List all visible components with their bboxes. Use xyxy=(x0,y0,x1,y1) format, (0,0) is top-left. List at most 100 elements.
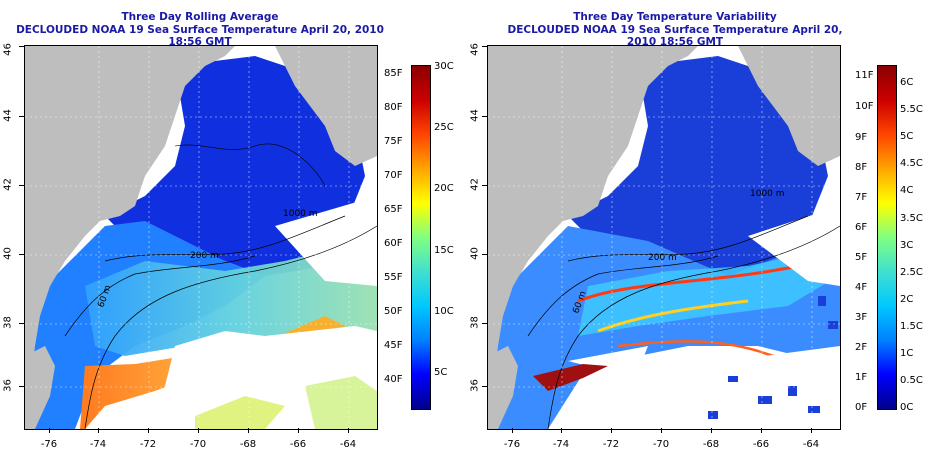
colorbar-c-label: 25C xyxy=(434,122,454,133)
lon-label: -70 xyxy=(189,439,207,450)
lat-tick xyxy=(19,46,24,47)
colorbar-c-label: 0.5C xyxy=(900,375,923,386)
lat-label: 38 xyxy=(469,316,481,329)
lon-label: -76 xyxy=(503,439,521,450)
lat-label: 40 xyxy=(469,247,481,260)
lat-tick xyxy=(19,185,24,186)
colorbar-f-label: 45F xyxy=(384,340,403,351)
colorbar-c-label: 3.5C xyxy=(900,213,923,224)
lon-tick xyxy=(98,428,99,433)
colorbar-c-label: 20C xyxy=(434,183,454,194)
isobath-200m xyxy=(567,215,809,262)
lat-tick xyxy=(482,254,487,255)
lon-tick xyxy=(661,428,662,433)
lat-tick xyxy=(482,323,487,324)
colorbar-c-label: 3C xyxy=(900,240,914,251)
lon-tick xyxy=(611,428,612,433)
lat-tick xyxy=(482,386,487,387)
lon-label: -66 xyxy=(289,439,307,450)
colorbar-c-label: 5C xyxy=(434,367,448,378)
lat-tick xyxy=(19,116,24,117)
right-map-panel: Three Day Temperature Variability DECLOU… xyxy=(470,0,950,475)
lon-tick xyxy=(148,428,149,433)
variability-hotspot xyxy=(533,364,608,391)
lon-label: -74 xyxy=(89,439,107,450)
colorbar-f-label: 80F xyxy=(384,102,403,113)
colorbar-f-label: 8F xyxy=(855,162,868,173)
lon-tick xyxy=(49,428,50,433)
colorbar-c-label: 2.5C xyxy=(900,267,923,278)
lat-label: 44 xyxy=(469,109,481,122)
lat-tick xyxy=(482,185,487,186)
colorbar-c-label: 6C xyxy=(900,77,914,88)
lon-tick xyxy=(348,428,349,433)
colorbar-c-label: 10C xyxy=(434,306,454,317)
colorbar-c-label: 1.5C xyxy=(900,321,923,332)
temperature-colorbar xyxy=(411,65,431,410)
land-mass xyxy=(25,46,235,429)
colorbar-f-label: 4F xyxy=(855,282,868,293)
isobath-label-1000m: 1000 m xyxy=(283,209,318,219)
lon-tick xyxy=(512,428,513,433)
lat-label: 46 xyxy=(469,43,481,56)
lon-label: -72 xyxy=(602,439,620,450)
colorbar-f-label: 70F xyxy=(384,170,403,181)
lon-tick xyxy=(811,428,812,433)
sst-variability-map: 1000 m 200 m 60 m xyxy=(487,45,841,430)
lat-tick xyxy=(19,386,24,387)
isobath-label-1000m: 1000 m xyxy=(750,189,785,199)
lat-label: 38 xyxy=(2,316,14,329)
lat-tick xyxy=(482,46,487,47)
isobath-1000m xyxy=(84,225,377,429)
lon-label: -64 xyxy=(802,439,820,450)
colorbar-c-label: 5C xyxy=(900,131,914,142)
variability-low-region xyxy=(568,56,828,276)
colorbar-f-label: 7F xyxy=(855,192,868,203)
left-map-panel: Three Day Rolling Average DECLOUDED NOAA… xyxy=(2,11,454,450)
isobath-60m xyxy=(527,255,719,337)
sst-average-map: 1000 m 200 m 60 m xyxy=(24,45,378,430)
lon-tick xyxy=(248,428,249,433)
colorbar-c-label: 4C xyxy=(900,185,914,196)
lat-label: 36 xyxy=(2,379,14,392)
lon-tick xyxy=(198,428,199,433)
colorbar-f-label: 60F xyxy=(384,238,403,249)
colorbar-f-label: 9F xyxy=(855,132,868,143)
lon-label: -66 xyxy=(752,439,770,450)
colorbar-c-label: 15C xyxy=(434,245,454,256)
lat-label: 40 xyxy=(2,247,14,260)
colorbar-f-label: 10F xyxy=(855,101,874,112)
colorbar-f-label: 85F xyxy=(384,68,403,79)
lat-label: 42 xyxy=(2,178,14,191)
isobath-200m xyxy=(104,215,346,262)
lon-tick xyxy=(298,428,299,433)
colorbar-f-label: 11F xyxy=(855,70,874,81)
lat-label: 42 xyxy=(469,178,481,191)
lon-tick xyxy=(711,428,712,433)
lon-label: -64 xyxy=(339,439,357,450)
colorbar-c-label: 5.5C xyxy=(900,104,923,115)
lon-label: -70 xyxy=(652,439,670,450)
colorbar-c-label: 4.5C xyxy=(900,158,923,169)
colorbar-f-label: 5F xyxy=(855,252,868,263)
variability-colorbar xyxy=(877,65,897,410)
right-map-title: Three Day Temperature Variability xyxy=(573,11,777,23)
colorbar-c-label: 2C xyxy=(900,294,914,305)
colorbar-f-label: 50F xyxy=(384,306,403,317)
isobath-60m xyxy=(64,255,256,337)
colorbar-f-label: 65F xyxy=(384,204,403,215)
lon-label: -68 xyxy=(702,439,720,450)
lat-label: 46 xyxy=(2,43,14,56)
colorbar-f-label: 1F xyxy=(855,372,868,383)
colorbar-c-label: 0C xyxy=(900,402,914,413)
colorbar-f-label: 75F xyxy=(384,136,403,147)
lat-label: 36 xyxy=(469,379,481,392)
lon-label: -72 xyxy=(139,439,157,450)
isobath-label-200m: 200 m xyxy=(648,253,677,263)
colorbar-f-label: 40F xyxy=(384,374,403,385)
colorbar-f-label: 6F xyxy=(855,222,868,233)
lon-tick xyxy=(761,428,762,433)
lat-tick xyxy=(19,323,24,324)
lon-label: -74 xyxy=(552,439,570,450)
colorbar-f-label: 2F xyxy=(855,342,868,353)
